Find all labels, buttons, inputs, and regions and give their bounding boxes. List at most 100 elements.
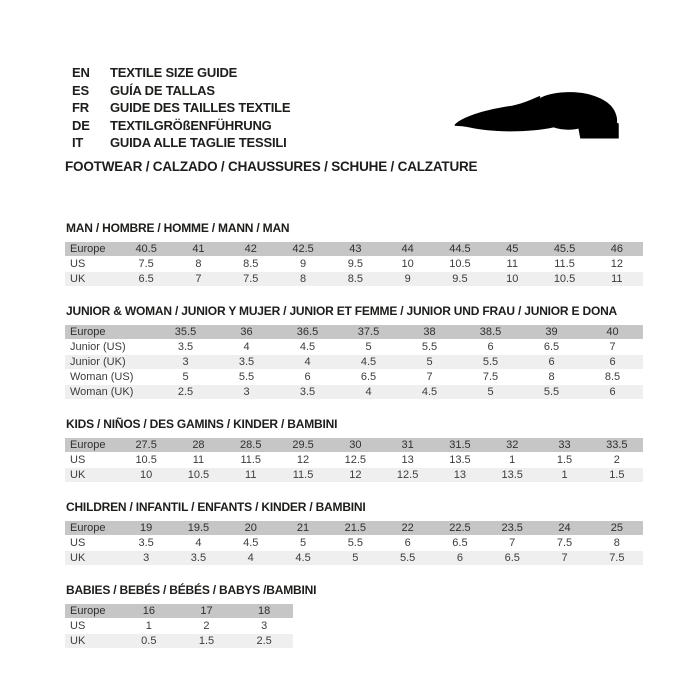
size-table: Europe 27.5 28 28.5 29.5 30 31 31.5 32 33 33.5 US 10… <box>65 437 643 483</box>
row-label: Europe <box>65 324 155 339</box>
size-cell: 5.5 <box>381 550 434 565</box>
table-row: US 3.5 4 4.5 5 5.5 6 6.5 7 7.5 8 <box>65 536 643 550</box>
size-cell: 12.5 <box>381 467 434 482</box>
size-cell: 3.5 <box>172 550 225 565</box>
table-row: Junior (UK) 3 3.5 4 4.5 5 5.5 6 6 <box>65 354 643 369</box>
size-cell: 11.5 <box>554 257 575 270</box>
table-row: Woman (US) 5 5.5 6 6.5 7 7.5 8 8.5 <box>65 370 643 384</box>
table-row: Europe 19 19.5 20 21 21.5 22 22.5 23.5 24 25 <box>65 520 643 535</box>
row-label: Europe <box>65 603 120 618</box>
language-label: TEXTILGRÖßENFÜHRUNG <box>110 117 272 133</box>
size-cell: 3 <box>216 384 277 399</box>
size-cell: 22.5 <box>433 520 487 535</box>
size-cell: 10 <box>120 467 173 482</box>
section-title: KIDS / NIÑOS / DES GAMINS / KINDER / BAM… <box>66 416 338 431</box>
language-label: TEXTILE SIZE GUIDE <box>110 65 238 80</box>
row-label: UK <box>65 633 120 648</box>
size-cell: 39 <box>521 324 582 339</box>
size-cell: 33 <box>538 437 591 452</box>
language-row: FR GUIDE DES TAILLES TEXTILE <box>72 99 643 117</box>
size-cell: 7 <box>609 340 616 353</box>
size-cell: 44.5 <box>433 241 487 256</box>
size-cell: 40.5 <box>120 241 173 256</box>
size-cell: 5 <box>365 340 372 353</box>
language-row: IT GUIDA ALLE TAGLIE TESSILI <box>72 134 643 152</box>
table-row: UK 6.5 7 7.5 8 8.5 9 9.5 10 10.5 11 <box>65 271 643 286</box>
size-cell: 0.5 <box>120 633 178 648</box>
size-cell: 4.5 <box>399 384 460 399</box>
size-cell: 6.5 <box>360 370 377 383</box>
size-cell: 7 <box>426 370 433 383</box>
table-row: Woman (UK) 2.5 3 3.5 4 4.5 5 5.5 6 <box>65 384 643 399</box>
row-label: UK <box>65 271 120 286</box>
size-cell: 36 <box>216 324 277 339</box>
row-label: Junior (UK) <box>65 354 155 369</box>
size-cell: 8 <box>548 370 555 383</box>
size-cell: 17 <box>177 603 236 618</box>
row-label: Woman (UK) <box>65 384 155 399</box>
size-cell: 5.5 <box>347 536 363 549</box>
size-cell: 27.5 <box>120 437 173 452</box>
size-cell: 1 <box>538 467 591 482</box>
size-cell: 4.5 <box>276 550 330 565</box>
size-cell: 2 <box>203 619 210 632</box>
language-row: EN TEXTILE SIZE GUIDE <box>72 64 643 82</box>
size-cell: 6.5 <box>120 271 173 286</box>
size-cell: 6 <box>582 354 643 369</box>
size-cell: 6.5 <box>452 536 468 549</box>
size-cell: 8 <box>276 271 330 286</box>
section-title: BABIES / BEBÉS / BÉBÉS / BABYS /BAMBINI <box>66 582 317 597</box>
size-cell: 9.5 <box>433 271 487 286</box>
size-section-man: MAN / HOMBRE / HOMME / MANN / MAN Europe 4… <box>65 221 643 287</box>
row-label: US <box>70 257 86 270</box>
size-cell: 32 <box>486 437 539 452</box>
size-cell: 42.5 <box>276 241 330 256</box>
dress-shoe-icon <box>454 92 619 139</box>
table-row: Europe 40.5 41 42 42.5 43 44 44.5 45 45.5 46 <box>65 241 643 256</box>
row-label: Junior (US) <box>70 340 126 353</box>
size-cell: 9 <box>299 257 307 270</box>
row-label: Europe <box>65 520 120 535</box>
size-cell: 3 <box>120 550 173 565</box>
size-cell: 12 <box>610 257 623 270</box>
footwear-title: FOOTWEAR / CALZADO / CHAUSSURES / SCHUHE… <box>65 158 478 174</box>
size-cell: 9.5 <box>347 257 363 270</box>
table-row: Europe 35.5 36 36.5 37.5 38 38.5 39 40 <box>65 324 643 339</box>
size-cell: 11.5 <box>276 467 330 482</box>
size-cell: 6 <box>582 384 643 399</box>
language-code: FR <box>72 100 89 116</box>
size-cell: 4.5 <box>299 340 316 353</box>
language-code: DE <box>72 117 90 133</box>
size-cell: 11 <box>192 453 205 466</box>
row-label: US <box>70 453 86 466</box>
size-cell: 3.5 <box>277 384 338 399</box>
size-cell: 31.5 <box>433 437 487 452</box>
size-cell: 42 <box>224 241 277 256</box>
section-title: MAN / HOMBRE / HOMME / MANN / MAN <box>66 220 290 235</box>
size-cell: 5.5 <box>521 384 582 399</box>
content-column: EN TEXTILE SIZE GUIDE ES GUÍA DE TALLAS FR GU… <box>65 0 643 649</box>
size-cell: 13.5 <box>486 467 539 482</box>
size-cell: 45 <box>486 241 539 256</box>
size-cell: 8 <box>195 257 202 270</box>
row-label: US <box>70 619 86 632</box>
size-cell: 1.5 <box>556 453 573 466</box>
size-cell: 35.5 <box>155 324 216 339</box>
table-row: US 7.5 8 8.5 9 9.5 10 10.5 11 11.5 12 <box>65 257 643 271</box>
row-label: UK <box>65 550 120 565</box>
size-cell: 25 <box>590 520 643 535</box>
size-cell: 5.5 <box>460 354 521 369</box>
size-cell: 23.5 <box>486 520 539 535</box>
size-cell: 4 <box>277 354 338 369</box>
size-cell: 1.5 <box>177 633 236 648</box>
size-cell: 1 <box>145 619 152 632</box>
size-cell: 7.5 <box>482 370 499 383</box>
size-cell: 7.5 <box>590 550 643 565</box>
size-section-junior-woman: JUNIOR & WOMAN / JUNIOR Y MUJER / JUNIOR… <box>65 304 643 400</box>
size-cell: 38.5 <box>460 324 521 339</box>
size-cell: 2.5 <box>235 633 293 648</box>
size-cell: 41 <box>172 241 225 256</box>
size-cell: 10.5 <box>172 467 225 482</box>
size-cell: 44 <box>381 241 434 256</box>
